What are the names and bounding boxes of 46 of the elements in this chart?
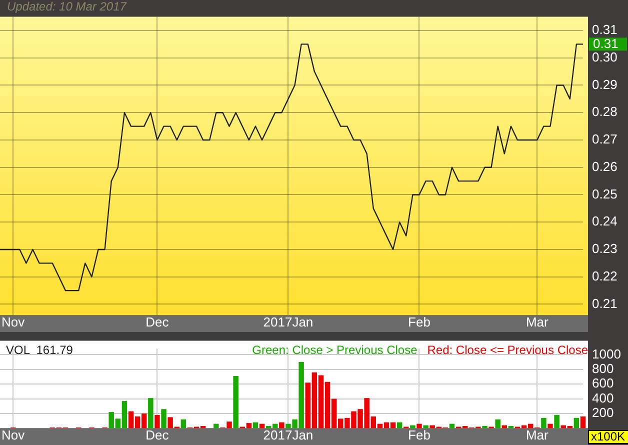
bar xyxy=(574,418,580,428)
bar xyxy=(495,419,500,428)
y-tick-label: 1000 xyxy=(592,346,621,362)
bar xyxy=(580,416,586,428)
x-tick-label: Feb xyxy=(408,314,430,330)
x-tick-label: 2017Jan xyxy=(263,314,314,330)
bar xyxy=(214,424,219,428)
x-tick-label: Nov xyxy=(2,314,26,330)
annotation: VOL 161.79 xyxy=(6,343,74,358)
bar xyxy=(279,422,284,428)
bar xyxy=(541,418,546,428)
bar xyxy=(554,414,560,428)
x-tick-label: Dec xyxy=(146,428,170,443)
y-tick-label: 0.28 xyxy=(592,104,618,120)
bar xyxy=(154,414,160,428)
x-tick-label: Mar xyxy=(526,314,550,330)
y-tick-label: 0.27 xyxy=(592,132,618,147)
y-tick-label: 0.21 xyxy=(592,296,618,311)
bar xyxy=(548,424,553,428)
bar xyxy=(148,398,154,428)
y-tick-label: 800 xyxy=(592,360,614,376)
x-tick-label: Mar xyxy=(526,428,550,443)
y-tick-label: 0.23 xyxy=(592,241,618,256)
y-tick-label: 0.29 xyxy=(592,76,618,92)
y-tick-label: 0.26 xyxy=(592,158,618,174)
text: Red: Close <= Previous Close xyxy=(427,343,588,358)
bar xyxy=(416,424,422,428)
y-tick-label: 0.31 xyxy=(592,22,618,38)
series-label: Green: Close > Previous Close xyxy=(252,343,418,358)
x-tick-label: Feb xyxy=(408,428,430,443)
bar xyxy=(161,409,166,428)
bar xyxy=(180,419,186,428)
y-tick-label: 0.30 xyxy=(592,49,618,64)
x-tick-label: Dec xyxy=(146,314,170,330)
y-tick-label: 400 xyxy=(592,390,614,406)
y-tick-label: 0.24 xyxy=(592,214,618,229)
bar xyxy=(233,376,238,428)
y-tick-label: 0.25 xyxy=(592,186,618,202)
text: x100K xyxy=(591,429,626,444)
y-tick-label: 200 xyxy=(592,405,614,420)
y-tick-label: 0.22 xyxy=(592,268,618,284)
x-tick-label: 2017Jan xyxy=(263,428,314,443)
x-tick-label: Nov xyxy=(2,428,26,443)
y-tick-label: 600 xyxy=(592,376,614,391)
bar xyxy=(482,426,488,428)
text: Updated: 10 Mar 2017 xyxy=(7,0,128,14)
